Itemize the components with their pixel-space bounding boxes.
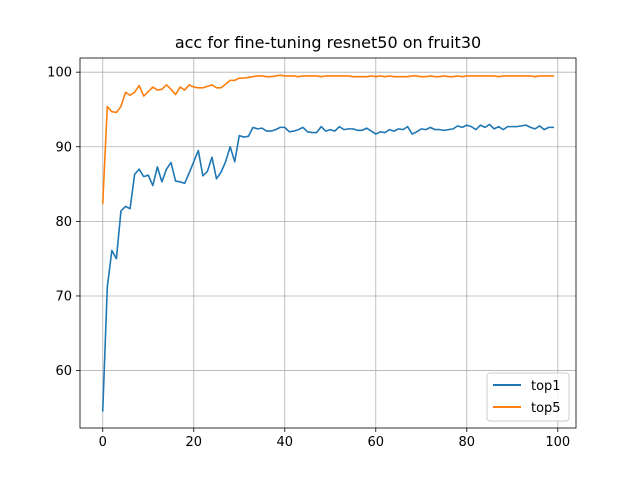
y-tick-label: 70 bbox=[55, 289, 72, 304]
y-tick-label: 100 bbox=[47, 66, 72, 81]
x-tick-label: 20 bbox=[185, 435, 202, 450]
x-tick-label: 40 bbox=[276, 435, 293, 450]
y-tick-label: 60 bbox=[55, 364, 72, 379]
x-tick-label: 0 bbox=[99, 435, 107, 450]
series-line-top5 bbox=[101, 74, 555, 205]
x-tick-label: 100 bbox=[545, 435, 570, 450]
legend: top1 top5 bbox=[486, 372, 570, 422]
grid bbox=[80, 58, 576, 428]
y-tick-label: 90 bbox=[55, 140, 72, 155]
x-tick-label: 80 bbox=[459, 435, 476, 450]
chart-title: acc for fine-tuning resnet50 on fruit30 bbox=[175, 33, 481, 52]
axes-frame bbox=[79, 57, 577, 429]
x-axis: 0 20 40 60 80 100 bbox=[99, 428, 570, 450]
legend-label-top5: top5 bbox=[531, 401, 561, 416]
y-tick-label: 80 bbox=[55, 215, 72, 230]
y-axis: 60 70 80 90 100 bbox=[47, 66, 80, 379]
series-line-top1 bbox=[101, 123, 555, 412]
series-layer bbox=[101, 74, 555, 412]
x-tick-label: 60 bbox=[368, 435, 385, 450]
legend-label-top1: top1 bbox=[531, 379, 561, 394]
plot-area bbox=[80, 58, 576, 428]
axes-border bbox=[79, 57, 577, 429]
